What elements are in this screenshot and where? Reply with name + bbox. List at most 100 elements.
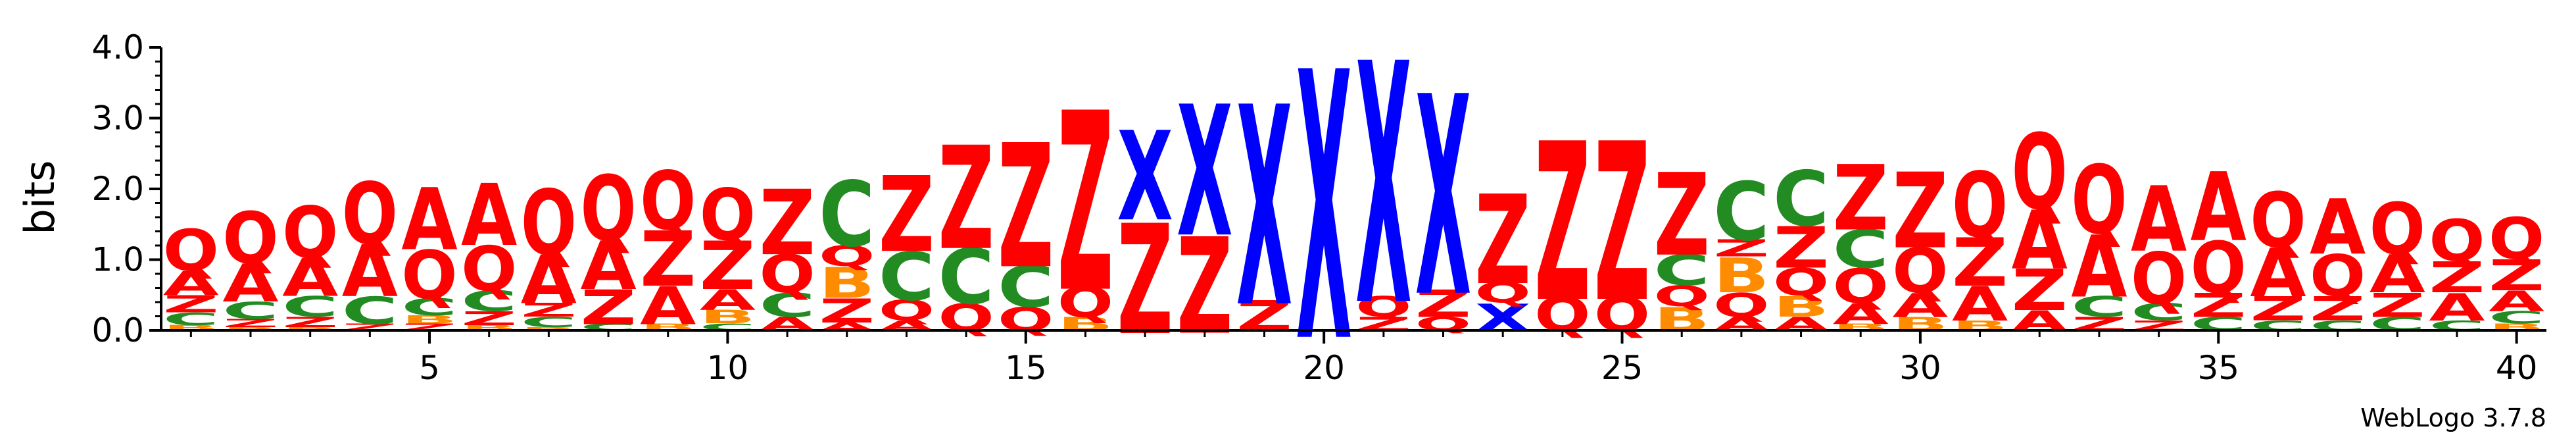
logo-glyph-z: Z bbox=[640, 216, 696, 303]
logo-glyph-z: Z bbox=[1057, 61, 1113, 347]
logo-glyph-x: X bbox=[1355, 0, 1411, 379]
y-tick-label: 1.0 bbox=[91, 241, 144, 279]
y-axis: bits 0.0 1.0 2.0 3.0 4.0 bbox=[16, 28, 162, 349]
x-tick-label: 5 bbox=[419, 349, 440, 387]
logo-glyph-q: Q bbox=[163, 219, 219, 284]
logo-glyph-x: X bbox=[1177, 69, 1232, 278]
logo-glyph-q: Q bbox=[282, 192, 338, 274]
logo-glyph-q: Q bbox=[1475, 276, 1531, 309]
logo-glyph-z: Z bbox=[1475, 168, 1531, 312]
logo-glyph-q: Q bbox=[879, 294, 935, 327]
logo-glyph-c: C bbox=[401, 294, 457, 321]
logo-glyph-q: Q bbox=[222, 197, 278, 280]
logo-glyph-z: Z bbox=[1177, 210, 1232, 364]
logo-glyph-z: Z bbox=[2489, 251, 2544, 301]
logo-glyph-a: A bbox=[521, 242, 577, 319]
logo-glyph-q: Q bbox=[2489, 207, 2544, 272]
logo-glyph-b: B bbox=[222, 326, 278, 331]
logo-glyph-c: C bbox=[163, 309, 219, 329]
x-tick-label: 20 bbox=[1303, 349, 1345, 387]
logo-glyph-a: A bbox=[2489, 284, 2545, 317]
logo-glyph-b: B bbox=[401, 313, 457, 326]
logo-glyph-z: Z bbox=[998, 109, 1054, 307]
logo-glyph-q: Q bbox=[401, 237, 457, 314]
logo-glyph-c: C bbox=[759, 286, 815, 324]
weblogo-credit: WebLogo 3.7.8 bbox=[2360, 403, 2546, 432]
logo-glyph-z: Z bbox=[879, 155, 935, 276]
logo-glyph-a: A bbox=[2429, 285, 2485, 329]
logo-glyph-q: Q bbox=[2131, 237, 2187, 320]
y-tick-label: 2.0 bbox=[91, 170, 144, 208]
logo-glyph-a: A bbox=[2369, 244, 2425, 305]
plot-area: BCZAQBZCAQBZCAQZCAQZBCQABZCQABCZAQCZAQBA… bbox=[163, 0, 2545, 425]
logo-glyph-z: Z bbox=[759, 172, 815, 276]
logo-glyph-a: A bbox=[1892, 287, 1948, 325]
logo-glyph-q: Q bbox=[2191, 226, 2247, 309]
logo-glyph-c: C bbox=[1773, 156, 1829, 244]
logo-glyph-q: Q bbox=[461, 234, 517, 305]
logo-glyph-z: Z bbox=[222, 317, 278, 330]
logo-glyph-c: C bbox=[282, 290, 338, 323]
logo-glyph-c: C bbox=[342, 289, 398, 333]
logo-glyph-b: B bbox=[282, 326, 338, 331]
logo-glyph-b: B bbox=[1773, 290, 1829, 323]
logo-glyph-z: Z bbox=[2429, 253, 2485, 303]
logo-glyph-c: C bbox=[938, 234, 994, 322]
x-tick-label: 40 bbox=[2496, 349, 2538, 387]
logo-glyph-z: Z bbox=[2012, 258, 2068, 324]
logo-glyph-a: A bbox=[2131, 168, 2187, 272]
logo-glyph-q: Q bbox=[759, 245, 815, 305]
logo-glyph-q: Q bbox=[640, 155, 696, 249]
logo-glyph-c: C bbox=[1654, 246, 1710, 296]
logo-glyph-z: Z bbox=[1415, 282, 1471, 326]
logo-glyph-c: C bbox=[2489, 308, 2544, 328]
logo-glyph-b: B bbox=[1713, 249, 1769, 303]
logo-glyph-b: B bbox=[819, 258, 875, 308]
logo-glyph-q: Q bbox=[2012, 113, 2068, 234]
logo-glyph-q: Q bbox=[521, 172, 577, 276]
logo-glyph-z: Z bbox=[1594, 98, 1650, 351]
logo-glyph-z: Z bbox=[282, 314, 338, 330]
logo-glyph-q: Q bbox=[342, 165, 398, 264]
logo-glyph-q: Q bbox=[1713, 286, 1769, 324]
x-axis: 5 10 15 20 25 30 35 40 bbox=[161, 329, 2546, 387]
logo-glyph-z: Z bbox=[1713, 235, 1769, 263]
logo-glyph-x: X bbox=[1117, 107, 1173, 249]
logo-glyph-z: Z bbox=[1833, 147, 1889, 251]
logo-glyph-z: Z bbox=[521, 299, 577, 321]
logo-glyph-a: A bbox=[163, 265, 219, 303]
logo-glyph-q: Q bbox=[2250, 178, 2306, 265]
logo-glyph-z: Z bbox=[1534, 98, 1590, 351]
logo-glyph-q: Q bbox=[580, 157, 636, 261]
y-tick-label: 3.0 bbox=[91, 99, 144, 138]
logo-glyph-a: A bbox=[2310, 184, 2366, 272]
logo-glyph-q: Q bbox=[1355, 291, 1411, 324]
logo-glyph-a: A bbox=[461, 167, 517, 266]
logo-glyph-x: X bbox=[1415, 38, 1471, 357]
logo-glyph-z: Z bbox=[2310, 290, 2366, 328]
logo-glyph-c: C bbox=[879, 238, 935, 316]
y-ticks: 0.0 1.0 2.0 3.0 4.0 bbox=[91, 28, 161, 349]
y-tick-label: 4.0 bbox=[91, 28, 144, 66]
logo-glyph-q: Q bbox=[1773, 261, 1829, 305]
logo-glyph-a: A bbox=[640, 276, 696, 336]
logo-glyph-z: Z bbox=[461, 308, 517, 330]
logo-glyph-b: B bbox=[521, 326, 577, 331]
logo-glyph-z: Z bbox=[1892, 151, 1948, 272]
logo-glyph-z: Z bbox=[2250, 290, 2306, 328]
logo-glyph-q: Q bbox=[1057, 278, 1113, 327]
logo-glyph-z: Z bbox=[1773, 215, 1829, 281]
logo-glyph-z: Z bbox=[938, 116, 994, 282]
logo-glyph-q: Q bbox=[819, 240, 875, 272]
logo-glyph-q: Q bbox=[1833, 259, 1889, 315]
logo-glyph-c: C bbox=[2071, 290, 2127, 323]
logo-glyph-q: Q bbox=[1654, 280, 1710, 313]
logo-glyph-z: Z bbox=[2191, 286, 2247, 324]
y-axis-title: bits bbox=[16, 160, 64, 234]
logo-glyph-z: Z bbox=[1117, 194, 1173, 369]
logo-glyph-z: Z bbox=[1952, 224, 2008, 301]
logo-glyph-q: Q bbox=[2429, 209, 2485, 274]
logo-glyph-a: A bbox=[1833, 297, 1889, 330]
x-tick-label: 30 bbox=[1899, 349, 1941, 387]
